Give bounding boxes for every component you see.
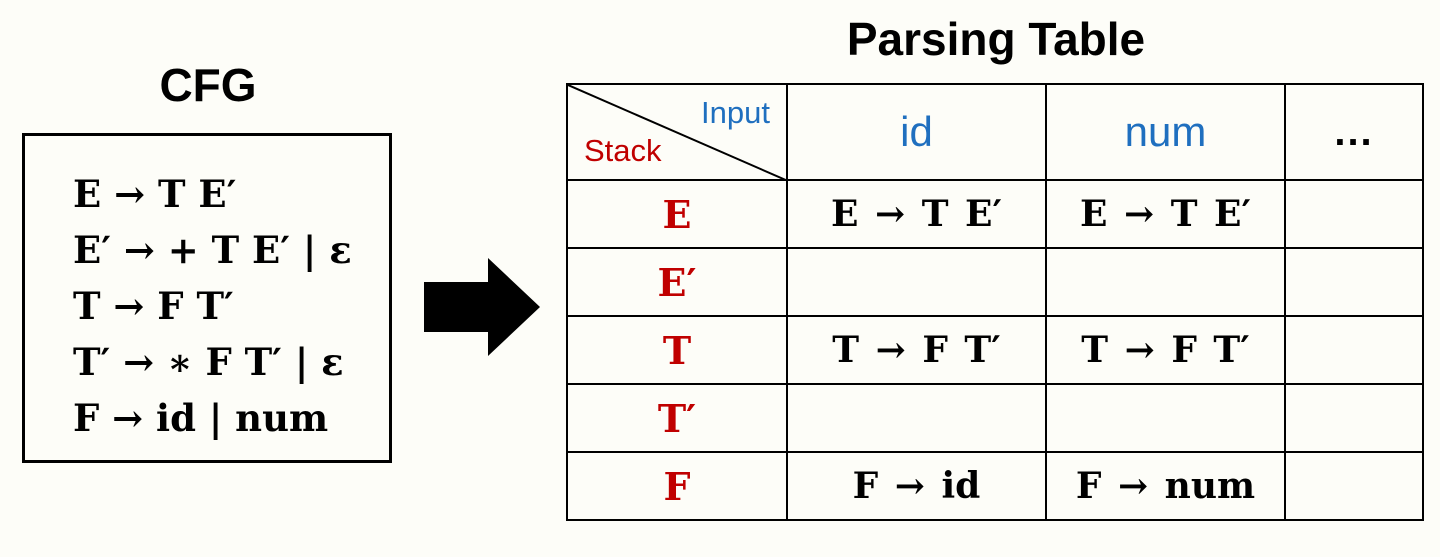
cfg-rule-list: E → T E′ E′ → + T E′ | ε T → F T′ T′ → ∗…: [73, 166, 352, 446]
cfg-rule: E → T E′: [73, 172, 237, 216]
table-cell: T → F T′: [1045, 315, 1286, 385]
table-corner-cell: Input Stack: [566, 83, 788, 181]
row-header-T: T: [566, 315, 788, 385]
cfg-rule: F → id | num: [73, 396, 329, 440]
table-cell: [786, 247, 1047, 317]
cfg-title: CFG: [159, 59, 257, 111]
table-cell: [1284, 179, 1424, 249]
row-header-E-prime: E′: [566, 247, 788, 317]
parsing-table-title: Parsing Table: [846, 13, 1146, 65]
row-header-T-prime: T′: [566, 383, 788, 453]
cfg-rule: E′ → + T E′ | ε: [73, 228, 352, 272]
table-row: T′: [566, 383, 1424, 453]
column-header-more: ...: [1284, 83, 1424, 181]
table-row: E′: [566, 247, 1424, 317]
cfg-box: E → T E′ E′ → + T E′ | ε T → F T′ T′ → ∗…: [22, 133, 392, 463]
corner-diagonal-line: [569, 86, 784, 178]
table-cell: E → T E′: [786, 179, 1047, 249]
table-header-row: Input Stack id num ...: [566, 83, 1424, 181]
column-header-id: id: [786, 83, 1047, 181]
parsing-table: Input Stack id num ... E E → T E′ E → T …: [566, 83, 1424, 521]
table-row: T T → F T′ T → F T′: [566, 315, 1424, 385]
table-row: E E → T E′ E → T E′: [566, 179, 1424, 249]
table-cell: F → num: [1045, 451, 1286, 521]
table-row: F F → id F → num: [566, 451, 1424, 521]
table-cell: [1284, 247, 1424, 317]
table-cell: T → F T′: [786, 315, 1047, 385]
cfg-rule: T′ → ∗ F T′ | ε: [73, 340, 344, 384]
table-cell: [786, 383, 1047, 453]
row-header-F: F: [566, 451, 788, 521]
column-header-num: num: [1045, 83, 1286, 181]
table-cell: F → id: [786, 451, 1047, 521]
table-cell: [1284, 383, 1424, 453]
input-axis-label: Input: [701, 95, 770, 130]
table-cell: [1045, 247, 1286, 317]
table-cell: [1284, 451, 1424, 521]
row-header-E: E: [566, 179, 788, 249]
table-cell: [1045, 383, 1286, 453]
cfg-rule: T → F T′: [73, 284, 234, 328]
table-cell: E → T E′: [1045, 179, 1286, 249]
table-cell: [1284, 315, 1424, 385]
stack-axis-label: Stack: [584, 133, 662, 168]
right-arrow-icon: [424, 258, 540, 356]
